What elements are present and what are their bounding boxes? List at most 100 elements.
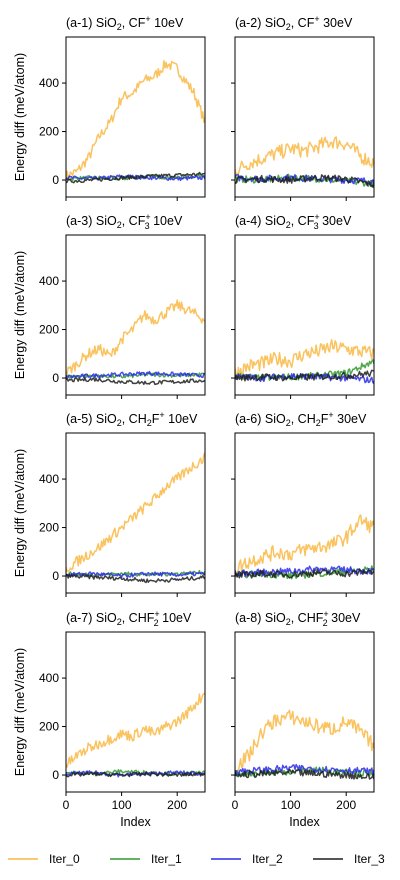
series-line-iter-2	[66, 174, 205, 182]
series-line-iter-3	[66, 771, 205, 778]
axes-frame	[65, 36, 206, 198]
y-tick-label: 200	[39, 720, 59, 734]
y-tick-label: 200	[39, 521, 59, 535]
title-sub-2: 2	[117, 220, 122, 230]
x-tick-label: 0	[232, 798, 239, 812]
title-species-sub: 3	[314, 221, 319, 231]
y-tick-label: 200	[39, 323, 59, 337]
title-label: (a-8) SiO	[235, 611, 286, 625]
panel-title: (a-1) SiO2, CF+ 10eV	[66, 14, 184, 32]
panel-title: (a-5) SiO2, CH2F+ 10eV	[66, 410, 198, 428]
title-label: (a-2) SiO	[235, 16, 286, 30]
title-charge: +	[328, 410, 333, 420]
title-species-sub: 2	[154, 618, 159, 628]
panel-title: (a-6) SiO2, CH2F+ 30eV	[235, 410, 367, 428]
title-charge: +	[314, 212, 319, 222]
y-tick-label: 400	[39, 472, 59, 486]
series-line-iter-0	[66, 299, 205, 377]
series-line-iter-3	[235, 174, 374, 188]
title-label: (a-4) SiO	[235, 214, 286, 228]
title-sub-2: 2	[117, 22, 122, 32]
title-energy: 30eV	[323, 16, 353, 30]
series-line-iter-3	[66, 171, 205, 184]
axes-frame	[65, 631, 206, 793]
axes-frame	[234, 36, 375, 198]
title-energy: 30eV	[337, 412, 367, 426]
title-energy: 30eV	[322, 214, 352, 228]
legend-item-iter-1: Iter_1	[110, 852, 182, 866]
title-species: CF	[298, 214, 315, 228]
series-line-iter-0	[66, 692, 205, 768]
title-energy: 10eV	[168, 412, 198, 426]
axes-frame	[65, 432, 206, 594]
panel-7: 0 200 400 0 100 200 (a-7) SiO2, CHF+ 2 10eV Ener…	[13, 609, 206, 829]
panel-title: (a-7) SiO2, CHF+ 2 10eV	[66, 609, 192, 628]
panel-4: (a-4) SiO2, CF+ 3 30eV	[231, 212, 375, 399]
title-label: (a-1) SiO	[66, 16, 117, 30]
series-line-iter-0	[66, 60, 205, 182]
series-line-iter-0	[66, 452, 205, 572]
series-line-iter-2	[66, 571, 205, 579]
title-energy: 10eV	[154, 16, 184, 30]
series-line-iter-3	[66, 377, 205, 386]
title-energy: 10eV	[153, 214, 183, 228]
axes-frame	[65, 234, 206, 396]
title-charge: +	[323, 609, 328, 619]
title-sub-2: 2	[286, 617, 291, 627]
y-axis-label: Energy diff (meV/atom)	[13, 449, 27, 577]
x-axis-label: Index	[289, 815, 320, 829]
title-species-sub: 2	[323, 618, 328, 628]
x-axis-label: Index	[120, 815, 151, 829]
series-line-iter-0	[235, 338, 374, 380]
panel-5: 0 200 400 (a-5) SiO2, CH2F+ 10eV Energy diff…	[13, 410, 206, 597]
x-tick-label: 200	[336, 798, 356, 812]
series-line-iter-0	[235, 136, 374, 176]
title-sub-2: 2	[117, 617, 122, 627]
panel-title: (a-2) SiO2, CF+ 30eV	[235, 14, 353, 32]
title-charge: +	[314, 14, 319, 24]
panel-3: 0 200 400 (a-3) SiO2, CF+ 3 10eV Energy diff …	[13, 212, 206, 399]
legend-label: Iter_1	[151, 852, 182, 866]
title-species2: F	[321, 412, 329, 426]
title-label: (a-5) SiO	[66, 412, 117, 426]
y-tick-label: 0	[52, 173, 59, 187]
y-tick-label: 200	[39, 125, 59, 139]
title-species: CF	[129, 214, 146, 228]
title-sub-2: 2	[286, 220, 291, 230]
title-label: (a-6) SiO	[235, 412, 286, 426]
y-axis-label: Energy diff (meV/atom)	[13, 53, 27, 181]
title-label: (a-7) SiO	[66, 611, 117, 625]
y-axis-label: Energy diff (meV/atom)	[13, 648, 27, 776]
title-species2: F	[152, 412, 160, 426]
y-axis-label: Energy diff (meV/atom)	[13, 251, 27, 379]
series-line-iter-2	[66, 370, 205, 379]
title-label: (a-3) SiO	[66, 214, 117, 228]
series-line-iter-3	[235, 369, 374, 382]
axes-frame	[234, 432, 375, 594]
title-species-sub: 3	[145, 221, 150, 231]
title-energy: 30eV	[331, 611, 361, 625]
title-charge: +	[145, 14, 150, 24]
title-species: CF	[129, 16, 146, 30]
panel-1: 0 200 400 (a-1) SiO2, CF+ 10eV Energy diff (…	[13, 14, 206, 201]
series-line-iter-3	[235, 568, 374, 579]
series-line-iter-1	[66, 569, 205, 578]
legend-item-iter-3: Iter_3	[313, 852, 385, 866]
y-tick-label: 400	[39, 671, 59, 685]
title-charge: +	[145, 212, 150, 222]
x-tick-label: 100	[112, 798, 132, 812]
panel-title: (a-8) SiO2, CHF+ 2 30eV	[235, 609, 361, 628]
x-tick-label: 0	[63, 798, 70, 812]
title-charge: +	[154, 609, 159, 619]
title-energy: 10eV	[162, 611, 192, 625]
series-line-iter-0	[235, 514, 374, 574]
title-species: CHF	[298, 611, 324, 625]
title-species: CF	[298, 16, 315, 30]
panel-8: 0 100 200 (a-8) SiO2, CHF+ 2 30eV Index	[231, 609, 375, 829]
y-tick-label: 0	[52, 371, 59, 385]
panel-title: (a-4) SiO2, CF+ 3 30eV	[235, 212, 352, 231]
title-sub-2: 2	[117, 418, 122, 428]
series-line-iter-3	[66, 573, 205, 584]
title-species: CHF	[129, 611, 155, 625]
y-tick-label: 400	[39, 274, 59, 288]
